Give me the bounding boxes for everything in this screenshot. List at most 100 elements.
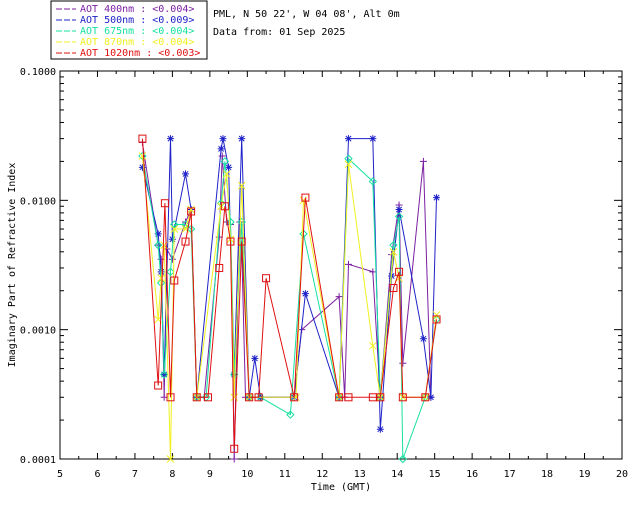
data-point — [389, 240, 398, 250]
data-point — [389, 247, 398, 256]
data-point — [157, 268, 165, 276]
x-tick-label: 8 — [169, 469, 175, 480]
data-point — [301, 290, 309, 298]
data-point — [160, 199, 169, 208]
series-line — [141, 138, 437, 449]
data-point — [154, 381, 163, 390]
data-point — [395, 267, 404, 276]
data-point — [254, 393, 263, 402]
series-line — [141, 142, 432, 460]
data-point — [168, 235, 176, 243]
data-point — [166, 455, 175, 463]
data-point — [262, 274, 271, 283]
series-group — [138, 134, 441, 464]
axis-ticks: 5 6 7 8 9 10 11 12 13 14 15 16 17 18 19 20 0.0001 0.0010 0… — [20, 67, 628, 480]
x-tick-label: 11 — [279, 469, 291, 480]
data-point — [138, 163, 146, 171]
data-point — [170, 276, 179, 285]
legend-label: AOT 870nm : <0.004> — [80, 37, 194, 48]
data-point — [376, 393, 385, 402]
x-tick-label: 5 — [57, 469, 63, 480]
data-point — [376, 425, 384, 433]
data-point — [335, 393, 344, 402]
data-point — [167, 135, 175, 143]
data-point — [344, 393, 353, 402]
data-point — [432, 315, 441, 324]
data-point — [286, 410, 295, 419]
data-point — [170, 220, 179, 229]
site-label: PML, N 50 22', W 04 08', Alt 0m — [213, 9, 400, 20]
series-line — [141, 155, 437, 460]
data-point — [156, 278, 166, 288]
x-tick-label: 12 — [316, 469, 328, 480]
data-point — [368, 177, 378, 186]
series-4 — [138, 134, 441, 453]
legend-entry: AOT 1020nm : <0.003> — [56, 48, 200, 59]
data-point — [159, 370, 169, 379]
data-point — [368, 341, 377, 350]
data-point — [335, 293, 343, 301]
x-tick-label: 10 — [241, 469, 253, 480]
y-tick-label: 0.0001 — [20, 455, 56, 466]
data-point — [160, 393, 168, 401]
data-point — [398, 454, 408, 464]
legend-label: AOT 675nm : <0.004> — [80, 26, 194, 37]
data-point — [421, 393, 430, 402]
data-point — [369, 268, 377, 276]
data-point — [220, 202, 229, 211]
x-tick-label: 7 — [132, 469, 138, 480]
data-point — [419, 157, 427, 165]
data-point — [399, 359, 407, 367]
data-point — [154, 230, 162, 238]
data-point — [344, 160, 353, 169]
x-tick-label: 13 — [354, 469, 366, 480]
series-line — [141, 138, 437, 430]
data-point — [220, 157, 230, 166]
legend-box — [50, 0, 208, 60]
x-tick-label: 20 — [616, 469, 628, 480]
x-axis-label: Time (GMT) — [311, 482, 371, 493]
data-point — [170, 225, 179, 233]
data-point — [237, 237, 246, 246]
data-point — [432, 311, 441, 319]
data-point — [187, 205, 195, 214]
x-tick-label: 18 — [541, 469, 553, 480]
data-point — [419, 335, 427, 343]
data-point — [181, 237, 190, 246]
data-point — [138, 134, 147, 143]
data-point — [186, 224, 196, 234]
data-point — [182, 170, 190, 178]
data-point — [168, 255, 176, 263]
data-point — [166, 267, 175, 277]
x-tick-label: 9 — [207, 469, 213, 480]
data-point — [230, 455, 238, 463]
legend-label: AOT 400nm : <0.004> — [80, 4, 194, 15]
series-line — [141, 155, 437, 460]
data-point — [344, 135, 352, 143]
data-point — [344, 154, 353, 163]
data-point — [222, 170, 231, 178]
data-point — [237, 217, 246, 227]
x-tick-label: 15 — [429, 469, 441, 480]
data-point — [290, 393, 299, 402]
data-point — [226, 217, 235, 227]
legend: AOT 400nm : <0.004>AOT 500nm : <0.009>AO… — [56, 4, 200, 59]
series-3 — [138, 152, 441, 463]
data-point — [157, 274, 166, 283]
data-point — [215, 263, 224, 272]
data-point — [433, 194, 441, 202]
legend-label: AOT 500nm : <0.009> — [80, 15, 194, 26]
data-point — [301, 193, 310, 202]
data-point — [230, 444, 239, 453]
data-point — [218, 152, 226, 160]
y-tick-label: 0.0100 — [20, 196, 56, 207]
data-point — [217, 145, 225, 153]
y-tick-label: 0.0010 — [20, 326, 56, 337]
data-point — [187, 207, 196, 216]
data-point — [245, 393, 254, 402]
data-point — [369, 135, 377, 143]
data-point — [398, 393, 407, 402]
data-point — [153, 240, 163, 250]
data-point — [192, 393, 201, 402]
